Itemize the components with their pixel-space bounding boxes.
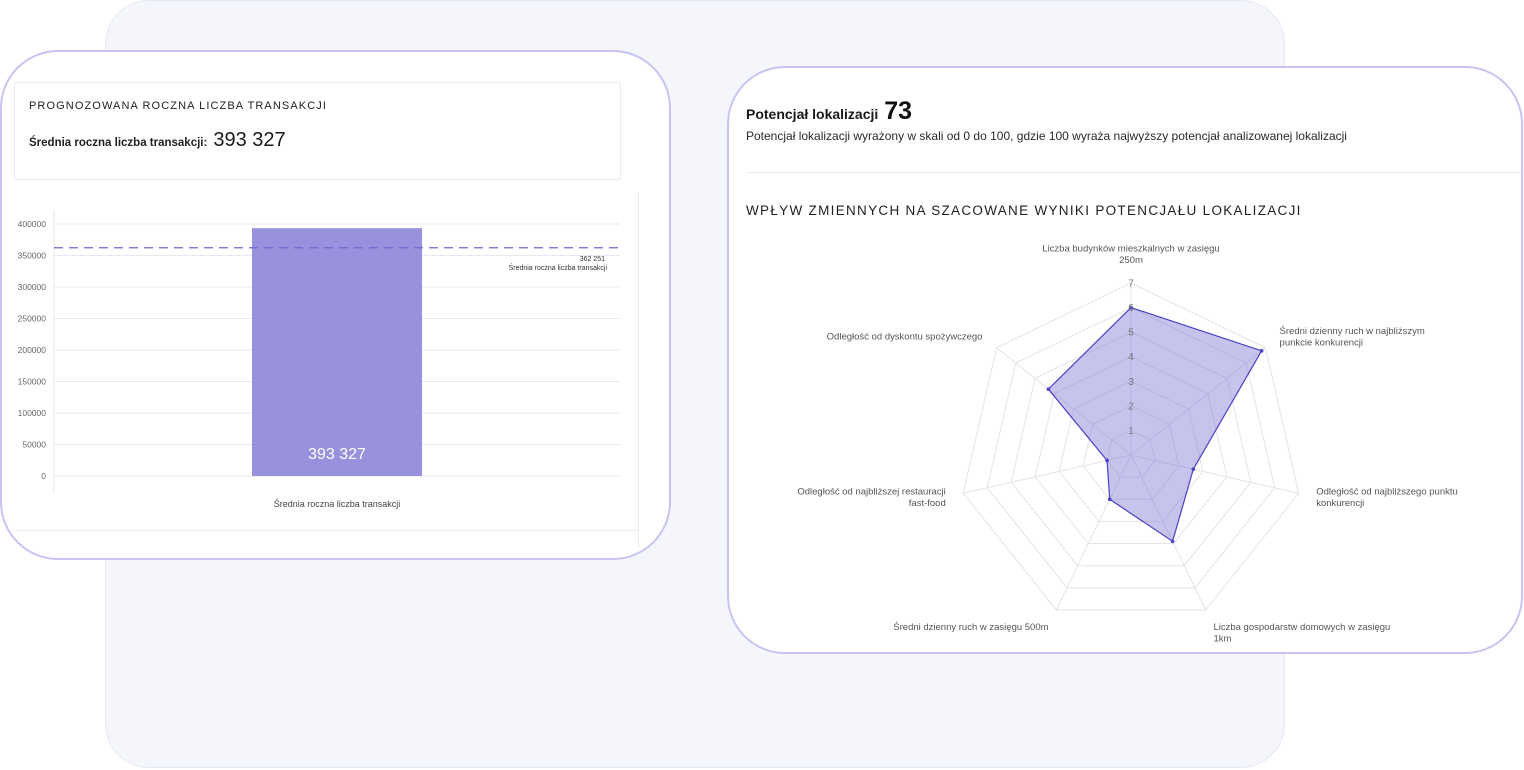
radar-spoke [1055,454,1132,611]
radar-axis-label-line: Odległość od dyskontu spożywczego [827,332,983,343]
radar-data-point [1046,387,1051,391]
radar-spoke [1130,454,1299,494]
radar-grid-ring [1106,429,1156,478]
radar-grid-ring [1010,331,1252,567]
reference-line-value: 362 251 [580,256,605,263]
transactions-summary: PROGNOZOWANA ROCZNA LICZBA TRANSAKCJI Śr… [14,82,621,180]
radar-tick-label: 1 [1128,426,1134,437]
radar-axis-label-line: 1km [1213,634,1231,645]
chart-frame-bottom [14,530,638,531]
radar-data-point [1170,539,1175,544]
radar-spoke [963,454,1132,494]
radar-axis-label: Średni dzienny ruch w najbliższym punkcie… [1280,325,1425,349]
y-tick-label: 200000 [18,345,47,355]
radar-grid-ring [1058,380,1204,522]
transactions-bar-chart: 0 50000 100000 150000 200000 250000 300000 3500… [18,210,620,509]
transactions-average: Średnia roczna liczba transakcji: 393 327 [29,129,286,152]
radar-spoke [1130,454,1207,611]
radar-axis-label-line: Średni dzienny ruch w zasięgu 500m [893,621,1048,633]
y-tick-label: 250000 [18,314,47,324]
radar-tick-label: 3 [1128,377,1134,388]
reference-line-label: Średnia roczna liczba transakcji [509,263,608,272]
radar-tick-label: 6 [1128,303,1134,314]
y-tick-label: 50000 [22,440,46,450]
radar-axis-label: Odległość od dyskontu spożywczego [827,332,983,343]
y-tick-label: 400000 [18,219,47,229]
divider [746,172,1521,173]
radar-grid-ring [986,307,1276,589]
radar-tick-label: 4 [1128,352,1134,363]
radar-data-point [1105,458,1109,463]
y-tick-label: 300000 [18,282,47,292]
radar-data-point [1259,349,1264,353]
radar-spoke [1130,347,1266,456]
radar-axis-label-line: Liczba gospodarstw domowych w zasięgu [1213,622,1390,633]
radar-axis-label-line: 250m [1119,255,1143,266]
radar-grid-ring [1082,405,1180,500]
radar-data-point [1191,467,1196,472]
average-value: 393 327 [213,129,286,151]
location-potential-card: Potencjał lokalizacji 73 Potencjał lokali… [727,66,1523,654]
potential-description: Potencjał lokalizacji wyrażony w skali o… [746,129,1347,143]
radar-axis-label-line: Średni dzienny ruch w najbliższym [1280,325,1425,337]
radar-data-point [1129,305,1133,310]
variables-radar-chart: 1 2 3 4 5 6 7 Liczba budynków mieszkalnych w za… [797,244,1458,645]
radar-axis-label-line: konkurencji [1316,498,1364,509]
radar-axis-label-line: Odległość od najbliższego punktu [1316,487,1458,498]
radar-axis-label: Średni dzienny ruch w zasięgu 500m [893,621,1048,633]
radar-tick-label: 5 [1128,328,1134,339]
radar-spoke [996,347,1132,456]
transactions-card: PROGNOZOWANA ROCZNA LICZBA TRANSAKCJI Śr… [0,50,671,560]
bar-data-label: 393 327 [308,446,366,463]
radar-tick-label: 7 [1128,279,1134,290]
y-tick-label: 350000 [18,251,47,261]
radar-axis-label-line: Odległość od najbliższej restauracji [797,487,945,498]
radar-axis-label: Liczba budynków mieszkalnych w zasięgu 25… [1042,244,1219,267]
radar-grid-ring [1034,356,1228,545]
potential-header: Potencjał lokalizacji 73 [746,97,912,126]
x-category-label: Średnia roczna liczba transakcji [274,498,401,509]
radar-axis-label-line: punkcie konkurencji [1280,337,1363,348]
radar-axis-label-line: fast-food [909,498,946,509]
bar [252,228,422,476]
average-label: Średnia roczna liczba transakcji: [29,137,208,149]
potential-score: 73 [884,97,913,125]
radar-data-area [1047,306,1263,543]
y-tick-label: 100000 [18,408,47,418]
radar-grid-ring [962,282,1300,611]
transactions-title: PROGNOZOWANA ROCZNA LICZBA TRANSAKCJI [29,100,328,112]
radar-axis-label-line: Liczba budynków mieszkalnych w zasięgu [1042,244,1219,255]
radar-data-point [1107,497,1112,502]
radar-section-title: WPŁYW ZMIENNYCH NA SZACOWANE WYNIKI POTE… [746,203,1302,218]
radar-axis-label: Odległość od najbliższego punktu konkuren… [1316,487,1458,510]
radar-tick-label: 2 [1128,401,1134,412]
chart-frame-right [638,192,639,548]
radar-axis-label: Liczba gospodarstw domowych w zasięgu 1km [1213,622,1390,645]
y-tick-label: 150000 [18,377,47,387]
y-tick-label: 0 [41,471,46,481]
radar-axis-label: Odległość od najbliższej restauracji fast… [797,487,945,510]
potential-label: Potencjał lokalizacji [746,106,879,122]
